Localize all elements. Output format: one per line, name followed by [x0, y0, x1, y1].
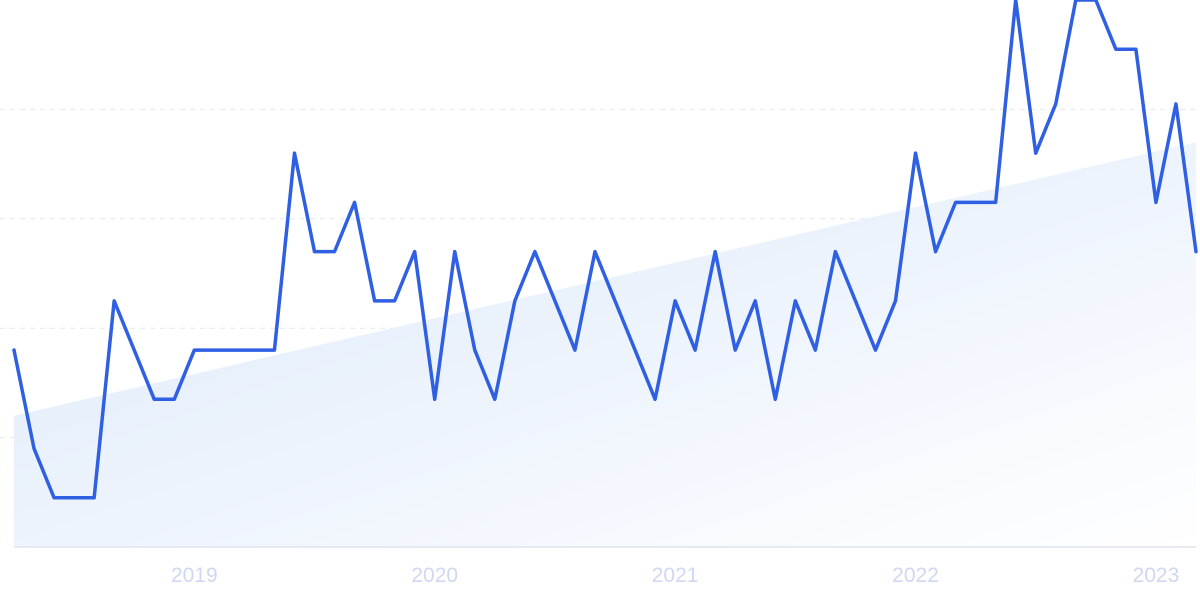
trend-area: [14, 142, 1196, 547]
x-axis: 2019 2020 2021 2022 2023: [14, 546, 1196, 587]
x-tick-label: 2020: [411, 564, 458, 587]
x-tick-label: 2021: [652, 564, 699, 587]
series-line-layer: [12, 0, 1198, 500]
x-tick-label: 2023: [1133, 564, 1180, 587]
series-line: [12, 0, 1198, 500]
trend-area-layer: [14, 142, 1196, 547]
x-tick-label: 2022: [892, 564, 939, 587]
x-tick-label: 2019: [171, 564, 218, 587]
